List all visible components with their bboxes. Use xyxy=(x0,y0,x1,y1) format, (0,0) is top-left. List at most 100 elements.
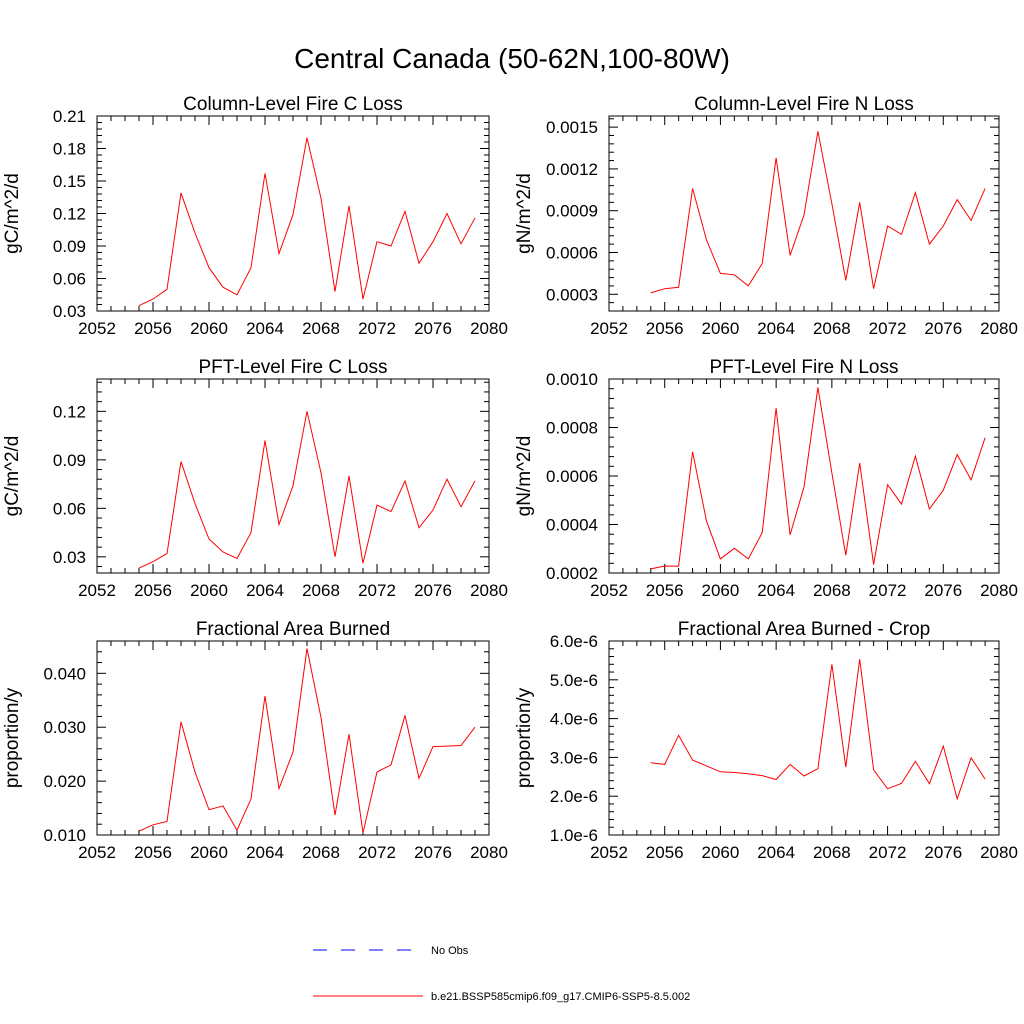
x-tick-label: 2076 xyxy=(414,319,452,338)
y-tick-label: 0.020 xyxy=(43,772,86,791)
y-tick-label: 0.0010 xyxy=(546,370,598,389)
x-tick-label: 2068 xyxy=(813,319,851,338)
x-tick-label: 2076 xyxy=(924,319,962,338)
y-axis-label: proportion/y xyxy=(2,687,23,788)
y-tick-label: 0.010 xyxy=(43,826,86,845)
x-tick-label: 2052 xyxy=(590,581,628,600)
y-tick-label: 0.21 xyxy=(53,107,86,126)
y-tick-label: 6.0e-6 xyxy=(550,632,598,651)
x-tick-label: 2072 xyxy=(869,319,907,338)
panel-title: Column-Level Fire C Loss xyxy=(183,94,403,115)
x-tick-label: 2060 xyxy=(702,581,740,600)
y-tick-label: 0.0015 xyxy=(546,118,598,137)
y-tick-label: 0.040 xyxy=(43,664,86,683)
y-tick-label: 0.0012 xyxy=(546,160,598,179)
x-tick-label: 2060 xyxy=(190,319,228,338)
y-tick-label: 0.0006 xyxy=(546,244,598,263)
series-line xyxy=(138,137,476,307)
x-tick-label: 2052 xyxy=(590,319,628,338)
plot-frame xyxy=(608,640,1000,836)
x-tick-label: 2052 xyxy=(78,319,116,338)
x-tick-label: 2068 xyxy=(302,581,340,600)
x-tick-label: 2080 xyxy=(470,581,508,600)
x-tick-label: 2064 xyxy=(757,319,795,338)
series-line xyxy=(138,411,476,569)
panel-title: Column-Level Fire N Loss xyxy=(694,94,914,115)
y-tick-label: 0.18 xyxy=(53,140,86,159)
y-axis-label: proportion/y xyxy=(514,687,535,788)
x-tick-label: 2072 xyxy=(869,581,907,600)
x-tick-label: 2080 xyxy=(470,843,508,862)
legend: No Obs b.e21.BSSP585cmip6.f09_g17.CMIP6-… xyxy=(313,945,690,1003)
y-tick-label: 1.0e-6 xyxy=(550,826,598,845)
plot-frame xyxy=(608,378,1000,574)
legend-label-no-obs: No Obs xyxy=(431,945,469,957)
x-tick-label: 2052 xyxy=(78,581,116,600)
y-tick-label: 0.0003 xyxy=(546,285,598,304)
series-line xyxy=(650,387,986,570)
y-tick-label: 0.09 xyxy=(53,237,86,256)
y-axis-label: gN/m^2/d xyxy=(514,173,535,254)
y-tick-label: 0.03 xyxy=(53,548,86,567)
x-tick-label: 2072 xyxy=(869,843,907,862)
plot-frame xyxy=(96,378,490,574)
y-tick-label: 0.09 xyxy=(53,451,86,470)
x-tick-label: 2056 xyxy=(646,319,684,338)
x-tick-label: 2072 xyxy=(358,319,396,338)
panel-4: PFT-Level Fire N Loss 2052 2056 2060 2064 206… xyxy=(514,357,1018,600)
panel-title: Fractional Area Burned - Crop xyxy=(678,619,930,640)
x-tick-label: 2060 xyxy=(702,843,740,862)
x-tick-label: 2064 xyxy=(246,319,284,338)
y-tick-label: 3.0e-6 xyxy=(550,748,598,767)
y-tick-label: 0.12 xyxy=(53,402,86,421)
y-tick-label: 0.06 xyxy=(53,499,86,518)
panels: Column-Level Fire C Loss 2052 2056 2060 2064… xyxy=(2,94,1018,862)
x-tick-label: 2060 xyxy=(190,581,228,600)
panel-title: PFT-Level Fire C Loss xyxy=(199,357,388,378)
series-line xyxy=(138,648,476,833)
x-tick-label: 2080 xyxy=(980,581,1018,600)
y-tick-label: 4.0e-6 xyxy=(550,710,598,729)
y-axis-label: gN/m^2/d xyxy=(514,436,535,517)
figure-title: Central Canada (50-62N,100-80W) xyxy=(294,43,730,74)
y-tick-label: 0.06 xyxy=(53,270,86,289)
x-tick-label: 2076 xyxy=(924,581,962,600)
x-tick-label: 2072 xyxy=(358,843,396,862)
x-tick-label: 2064 xyxy=(246,581,284,600)
x-tick-label: 2056 xyxy=(646,581,684,600)
plot-frame xyxy=(96,640,490,836)
x-tick-label: 2076 xyxy=(414,843,452,862)
panel-3: PFT-Level Fire C Loss 2052 2056 2060 2064 206… xyxy=(2,357,508,600)
x-tick-label: 2072 xyxy=(358,581,396,600)
panel-5: Fractional Area Burned 2052 2056 2060 2064 20… xyxy=(2,619,508,862)
y-tick-label: 0.15 xyxy=(53,172,86,191)
y-tick-label: 0.0009 xyxy=(546,202,598,221)
x-tick-label: 2056 xyxy=(134,581,172,600)
x-tick-label: 2080 xyxy=(470,319,508,338)
x-tick-label: 2076 xyxy=(924,843,962,862)
x-tick-label: 2060 xyxy=(702,319,740,338)
y-tick-label: 0.12 xyxy=(53,205,86,224)
x-tick-label: 2056 xyxy=(646,843,684,862)
y-tick-label: 0.030 xyxy=(43,718,86,737)
panel-6: Fractional Area Burned - Crop 2052 2056 206… xyxy=(514,619,1018,862)
x-tick-label: 2068 xyxy=(302,843,340,862)
x-tick-label: 2064 xyxy=(246,843,284,862)
panel-title: PFT-Level Fire N Loss xyxy=(710,357,899,378)
y-tick-label: 0.0004 xyxy=(546,516,598,535)
y-tick-label: 5.0e-6 xyxy=(550,671,598,690)
x-tick-label: 2076 xyxy=(414,581,452,600)
x-tick-label: 2068 xyxy=(813,843,851,862)
y-tick-label: 0.0006 xyxy=(546,467,598,486)
x-tick-label: 2052 xyxy=(590,843,628,862)
y-tick-label: 0.0008 xyxy=(546,419,598,438)
panel-1: Column-Level Fire C Loss 2052 2056 2060 2064… xyxy=(2,94,508,338)
series-line xyxy=(650,659,986,801)
y-tick-label: 0.0002 xyxy=(546,564,598,583)
x-tick-label: 2068 xyxy=(813,581,851,600)
series-line xyxy=(650,131,986,294)
x-tick-label: 2064 xyxy=(757,581,795,600)
y-axis-label: gC/m^2/d xyxy=(2,436,23,517)
y-tick-label: 2.0e-6 xyxy=(550,787,598,806)
